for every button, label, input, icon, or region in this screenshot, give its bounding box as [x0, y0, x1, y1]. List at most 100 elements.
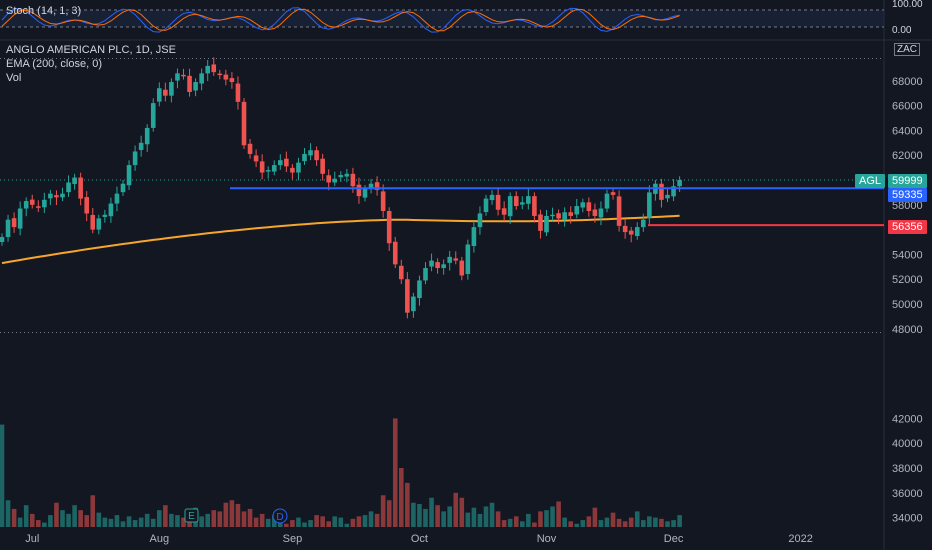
candle-body: [380, 191, 386, 211]
candle-body: [411, 296, 416, 312]
volume-bar: [507, 518, 513, 527]
price-tick-label: 66000: [892, 101, 923, 113]
volume-bar: [356, 516, 362, 527]
volume-tick-label: 40000: [892, 438, 923, 450]
candle-body: [17, 208, 23, 229]
candle-body: [544, 215, 549, 233]
candle-body: [241, 101, 247, 146]
volume-bar: [175, 515, 180, 527]
candle-body: [532, 196, 537, 216]
volume-bar: [453, 492, 459, 527]
candle-body: [574, 206, 580, 215]
volume-bar: [362, 515, 368, 527]
volume-bar: [205, 513, 210, 527]
candle-body: [489, 194, 495, 201]
candle-body: [368, 183, 374, 189]
candle-body: [622, 225, 628, 233]
time-tick-label: Aug: [150, 533, 170, 545]
candle-body: [641, 219, 646, 228]
volume-bar: [36, 520, 41, 527]
candle-body: [217, 73, 223, 76]
time-tick-label: Oct: [411, 533, 428, 545]
volume-bar: [429, 497, 434, 527]
candle-body: [235, 83, 241, 102]
volume-bar: [538, 511, 543, 527]
stoch-tick-100: 100.00: [892, 0, 923, 10]
volume-bar: [259, 513, 265, 527]
volume-bar: [72, 505, 77, 527]
volume-bar: [114, 515, 120, 527]
candle-body: [459, 260, 465, 276]
candle-body: [344, 173, 350, 177]
candle-body: [513, 196, 519, 207]
volume-bar: [574, 523, 580, 527]
candle-body: [598, 208, 604, 218]
volume-bar: [169, 513, 174, 527]
volume-bar: [332, 516, 338, 527]
candle-body: [144, 127, 150, 145]
candle-body: [11, 218, 17, 228]
candle-body: [265, 170, 271, 172]
volume-bar: [17, 517, 23, 527]
volume-bar: [447, 506, 452, 527]
price-tick-label: 62000: [892, 150, 923, 162]
volume-bar: [284, 523, 289, 527]
candle-body: [163, 89, 168, 96]
candle-body: [647, 192, 652, 219]
volume-bar: [610, 512, 616, 527]
candle-body: [477, 213, 483, 228]
currency-badge[interactable]: ZAC: [894, 43, 920, 56]
candle-body: [54, 195, 59, 198]
volume-bar: [634, 511, 640, 527]
candle-body: [520, 202, 525, 205]
candle-body: [634, 227, 640, 237]
volume-bar: [399, 468, 404, 527]
volume-bar: [501, 520, 507, 527]
volume-bar: [483, 506, 489, 527]
volume-bar: [604, 517, 610, 527]
candle-body: [60, 193, 65, 198]
price-tick-label: 48000: [892, 324, 923, 336]
candle-body: [399, 265, 404, 280]
volume-bar: [163, 505, 168, 527]
volume-bar: [532, 522, 537, 527]
volume-bar: [326, 521, 331, 527]
candle-body: [169, 82, 174, 96]
candle-body: [501, 208, 507, 215]
volume-bar: [598, 520, 604, 527]
candle-body: [374, 182, 380, 190]
volume-bar: [653, 517, 658, 527]
volume-bar: [229, 500, 235, 527]
volume-bar: [0, 424, 5, 527]
time-tick-label: 2022: [788, 533, 812, 545]
candle-body: [671, 186, 676, 197]
candle-body: [568, 212, 573, 216]
volume-bar: [253, 517, 259, 527]
candle-body: [483, 198, 489, 212]
candle-body: [507, 196, 513, 217]
volume-bar: [11, 508, 17, 527]
volume-bar: [671, 520, 676, 527]
candle-body: [175, 73, 180, 81]
candle-body: [392, 241, 398, 265]
candle-body: [417, 280, 422, 299]
volume-bar: [374, 513, 380, 527]
candle-body: [78, 177, 83, 199]
volume-bar: [380, 495, 386, 527]
price-tick-label: 58000: [892, 200, 923, 212]
volume-bar: [423, 508, 428, 527]
ema-legend: EMA (200, close, 0): [6, 58, 102, 70]
candle-body: [314, 150, 319, 161]
candle-body: [610, 192, 616, 195]
candle-body: [435, 262, 440, 269]
candle-body: [29, 199, 35, 205]
volume-bar: [48, 515, 53, 527]
volume-bar: [235, 503, 241, 527]
candle-body: [471, 227, 477, 246]
last-price-tag: 59999: [888, 174, 927, 188]
candle-body: [538, 214, 543, 231]
candle-body: [453, 258, 459, 261]
candle-body: [247, 143, 253, 154]
stoch-d-line: [1, 8, 680, 32]
